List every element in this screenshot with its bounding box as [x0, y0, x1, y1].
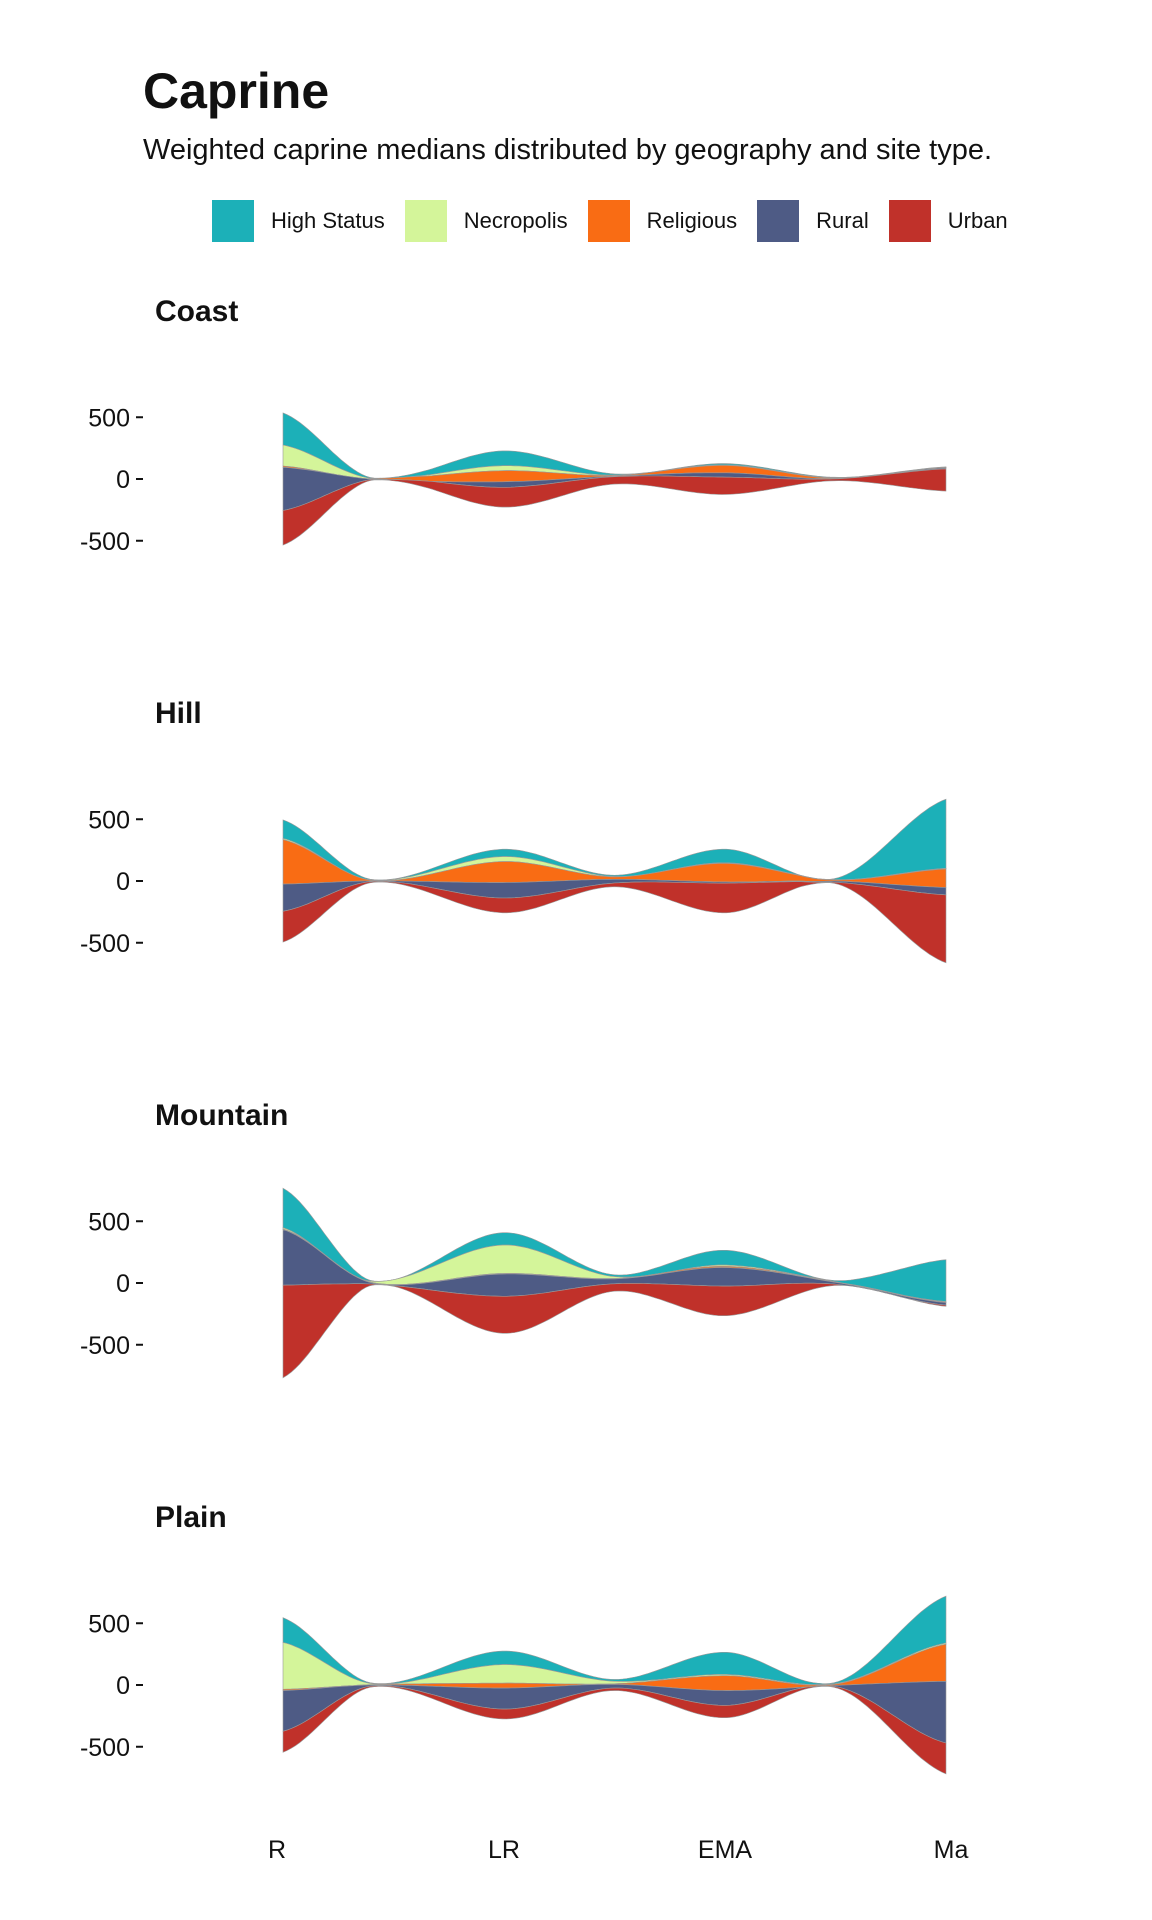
y-tick-label: 500	[88, 1208, 130, 1236]
legend-item-religious: Religious	[587, 200, 742, 242]
x-tick-label-ema: EMA	[698, 1836, 753, 1864]
stream-hill-urban	[282, 881, 947, 964]
chart-title: Caprine	[143, 63, 330, 119]
y-tick-label: 0	[116, 466, 130, 494]
facet-hill: Hill -500 0 500	[80, 697, 947, 964]
stream-mountain-religious	[282, 1228, 947, 1303]
legend-label-high-status: High Status	[271, 208, 385, 233]
legend-swatch-urban	[888, 200, 931, 242]
y-tick-label: 0	[116, 868, 130, 896]
facet-label-coast: Coast	[155, 295, 238, 328]
chart-subtitle: Weighted caprine medians distributed by …	[143, 134, 993, 166]
stream-plain-high-status	[282, 1595, 947, 1685]
x-tick-label-ma: Ma	[934, 1836, 969, 1864]
legend-label-urban: Urban	[947, 208, 1008, 233]
stream-coast-high-status	[282, 412, 947, 479]
legend-item-rural: Rural	[757, 200, 873, 242]
y-tick-label: 0	[116, 1270, 130, 1298]
x-tick-label-lr: LR	[488, 1836, 520, 1864]
y-tick-label: 500	[88, 806, 130, 834]
stream-plain-urban	[282, 1685, 947, 1775]
stream-coast-urban	[282, 468, 947, 546]
legend-item-necropolis: Necropolis	[404, 200, 572, 242]
facet-plain: Plain -500 0 500	[80, 1501, 947, 1775]
stream-hill-high-status	[282, 798, 947, 881]
facet-mountain: Mountain -500 0 500	[80, 1099, 947, 1379]
stream-mountain-urban	[282, 1282, 947, 1379]
y-tick-label: -500	[80, 528, 130, 556]
legend-swatch-high-status	[212, 200, 254, 242]
y-tick-label: 0	[116, 1672, 130, 1700]
facet-label-mountain: Mountain	[155, 1099, 288, 1132]
legend-label-rural: Rural	[816, 208, 869, 233]
legend-label-necropolis: Necropolis	[463, 208, 568, 233]
x-tick-label-r: R	[268, 1836, 286, 1864]
facet-label-plain: Plain	[155, 1501, 227, 1534]
legend-swatch-necropolis	[404, 200, 447, 242]
y-tick-label: -500	[80, 1734, 130, 1762]
legend-swatch-religious	[587, 200, 630, 242]
legend-item-high-status: High Status	[212, 200, 389, 242]
legend-label-religious: Religious	[646, 208, 738, 233]
y-tick-label: -500	[80, 930, 130, 958]
legend: High Status Necropolis Religious Rural U…	[212, 198, 1028, 244]
y-tick-label: 500	[88, 1610, 130, 1638]
facet-label-hill: Hill	[155, 697, 202, 730]
y-tick-label: -500	[80, 1332, 130, 1360]
legend-swatch-rural	[757, 200, 800, 242]
legend-item-urban: Urban	[888, 200, 1012, 242]
y-tick-label: 500	[88, 404, 130, 432]
stream-mountain-rural	[282, 1229, 947, 1306]
facet-coast: Coast -500 0 500	[80, 295, 947, 556]
